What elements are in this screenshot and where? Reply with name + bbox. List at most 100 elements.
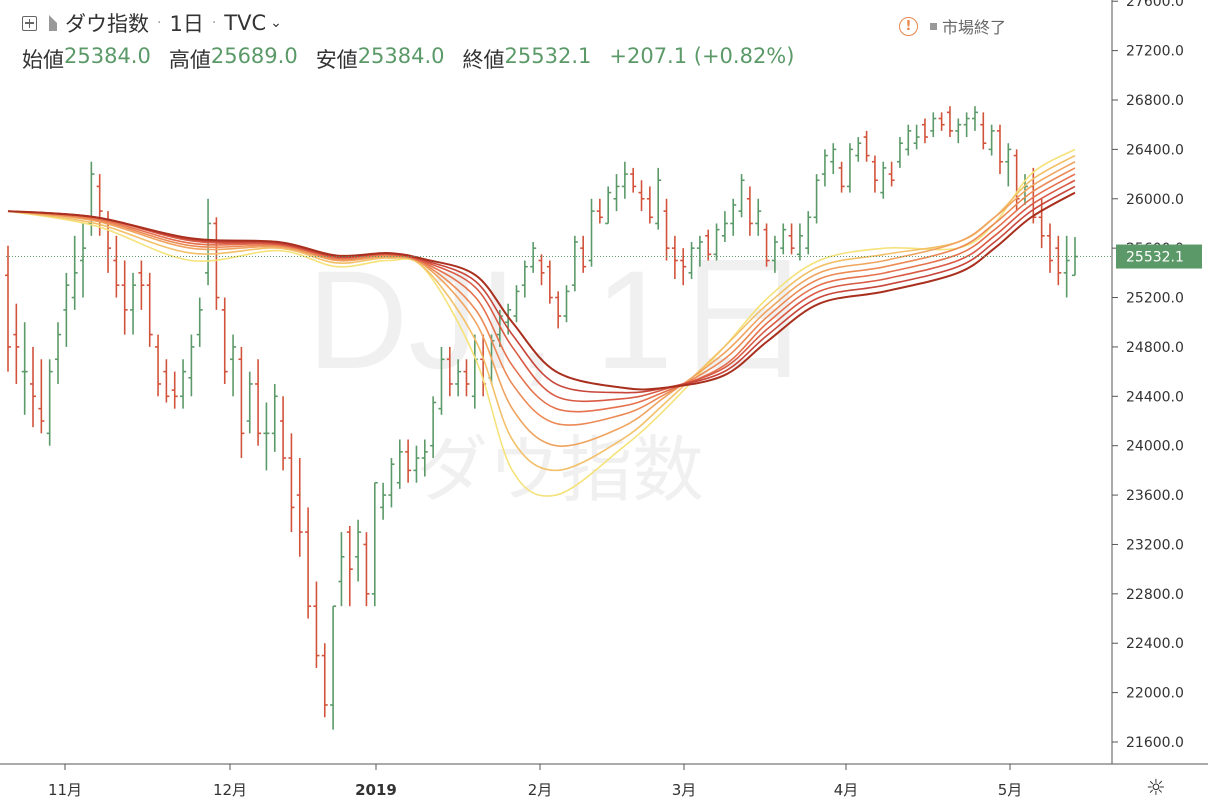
warning-icon[interactable]: ! [898, 16, 918, 36]
chevron-down-icon[interactable]: ⌄ [270, 15, 282, 31]
ohlc-bar [588, 198, 595, 267]
ohlc-bar [713, 223, 720, 261]
ohlc-bar [113, 235, 120, 298]
ohlc-bar [55, 322, 62, 384]
time-tick-label: 2019 [355, 781, 397, 799]
ohlc-bar [180, 359, 187, 409]
ohlc-bar [780, 223, 787, 255]
ohlc-bar [63, 272, 70, 347]
ohlc-bar [696, 235, 703, 267]
ohlc-bar [405, 439, 412, 483]
ohlc-bar [613, 174, 620, 212]
ohlc-bar [630, 167, 637, 193]
ohlc-bar [638, 180, 645, 212]
ohlc-bar [1055, 235, 1062, 286]
exchange-label[interactable]: TVC [224, 11, 267, 35]
ohlc-bar [13, 303, 20, 384]
time-tick-label: 2月 [528, 781, 553, 799]
moving-average-line [7, 148, 1076, 497]
ohlc-bar [546, 260, 553, 304]
open-value: 25384.0 [64, 44, 151, 68]
time-tick-label: 5月 [998, 781, 1023, 799]
ohlc-bar [30, 346, 37, 428]
ohlc-bar [896, 137, 903, 168]
ohlc-bar [363, 532, 370, 607]
ohlc-bar [221, 297, 228, 384]
status-square-icon [929, 22, 937, 30]
ohlc-bar [1038, 198, 1045, 249]
ohlc-bar [688, 241, 695, 280]
settings-gear-icon[interactable]: ☼ [1146, 776, 1166, 801]
ohlc-bar [246, 371, 253, 434]
ohlc-bar [921, 118, 928, 144]
ohlc-bar [163, 359, 170, 403]
flag-icon[interactable] [49, 15, 57, 31]
ohlc-bar [571, 235, 578, 292]
ohlc-bar [905, 124, 912, 156]
watermark-ticker: DJI, 1日 [307, 241, 813, 398]
last-price-badge: 25532.1 [1116, 244, 1202, 269]
ohlc-bar [146, 272, 153, 347]
change-value: +207.1 (+0.82%) [609, 44, 795, 68]
ohlc-bar [938, 112, 945, 131]
time-axis[interactable]: 11月 12月 2019 2月 3月 4月 5月 [0, 763, 1208, 799]
ohlc-bar [763, 223, 770, 267]
ohlc-bar [930, 112, 937, 138]
high-label: 高値 [168, 48, 211, 72]
price-tick-label: 26000.0 [1126, 192, 1184, 208]
price-tick-label: 26400.0 [1126, 142, 1184, 158]
ohlc-bar [46, 359, 53, 446]
price-tick-label: 23600.0 [1126, 488, 1184, 504]
time-tick-label: 3月 [672, 781, 697, 799]
ohlc-bar [338, 532, 345, 607]
price-tick-label: 24800.0 [1126, 340, 1184, 356]
ohlc-bar [21, 322, 28, 415]
expand-icon[interactable] [22, 15, 37, 31]
moving-average-line [7, 179, 1076, 403]
ohlc-bar [38, 359, 45, 434]
ohlc-bar [771, 235, 778, 273]
price-tick-label: 25200.0 [1126, 291, 1184, 307]
time-tick-label: 11月 [48, 781, 82, 799]
ohlc-bar [655, 167, 662, 230]
ohlc-bar [888, 161, 895, 187]
ohlc-bar [71, 235, 78, 310]
ohlc-bar [596, 198, 603, 224]
ohlc-bar [255, 359, 262, 446]
ohlc-bar [196, 297, 203, 347]
ohlc-bar [330, 605, 337, 730]
ohlc-bar [871, 155, 878, 193]
ohlc-bar [313, 581, 320, 668]
ohlc-bar [730, 198, 737, 236]
ohlc-bar [996, 124, 1003, 175]
ohlc-bar [846, 143, 853, 193]
price-axis[interactable]: 21600.0 22000.0 22400.0 22800.0 23200.0 23600… [1111, 0, 1202, 764]
separator-dot: · [211, 15, 217, 31]
interval-label[interactable]: 1日 [169, 12, 204, 36]
close-value: 25532.1 [504, 44, 592, 68]
ohlc-bar [755, 198, 762, 236]
ohlc-bar [721, 211, 728, 242]
ohlc-bar [5, 245, 11, 372]
ohlc-bar [671, 235, 678, 280]
ohlc-bar [821, 149, 828, 187]
ohlc-bar [530, 241, 537, 273]
ohlc-bar [971, 106, 978, 131]
ohlc-bar [396, 439, 403, 489]
symbol-name[interactable]: ダウ指数 [65, 12, 149, 36]
ohlc-bar [321, 643, 328, 718]
ohlc-bar [1046, 223, 1053, 273]
market-status-label: 市場終了 [941, 18, 1006, 37]
moving-average-line [7, 154, 1076, 472]
close-label: 終値 [462, 48, 505, 72]
ohlc-bar [805, 211, 812, 255]
market-status: ! 市場終了 [898, 14, 1006, 38]
ohlc-bar [521, 260, 528, 298]
ohlc-bar [155, 334, 162, 397]
ohlc-bar [913, 124, 920, 150]
ohlc-bar [580, 235, 587, 273]
ohlc-bar [388, 458, 395, 508]
ohlc-bar [838, 161, 845, 193]
ohlc-bar [605, 186, 612, 225]
